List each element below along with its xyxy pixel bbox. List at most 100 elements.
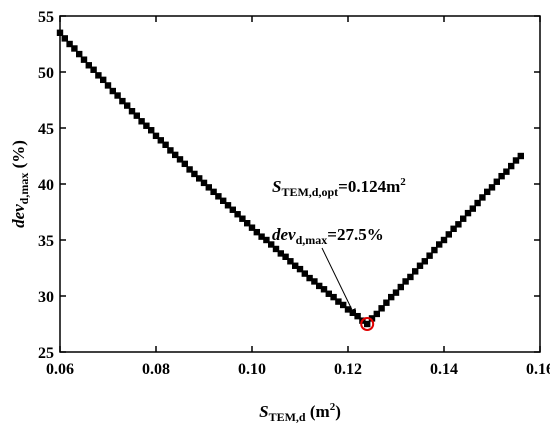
marker: [316, 282, 323, 290]
marker: [421, 258, 428, 265]
marker: [320, 286, 328, 293]
marker: [172, 151, 179, 159]
marker: [344, 306, 352, 313]
plot-frame: [59, 15, 541, 353]
marker: [493, 178, 500, 185]
annotation-arrow: [321, 247, 356, 317]
optimum-marker: [360, 317, 375, 331]
marker: [196, 175, 203, 182]
marker: [311, 278, 318, 285]
y-tick-label: 25: [38, 345, 54, 362]
marker: [301, 270, 308, 277]
marker: [210, 188, 217, 196]
marker: [282, 253, 289, 260]
marker: [440, 236, 448, 244]
marker: [512, 157, 520, 164]
marker: [138, 118, 145, 125]
marker: [133, 112, 140, 119]
marker: [383, 299, 390, 306]
marker: [253, 228, 260, 236]
marker: [272, 245, 280, 253]
marker: [503, 168, 510, 175]
marker: [186, 166, 193, 173]
marker: [80, 56, 88, 63]
marker: [426, 252, 433, 259]
marker: [152, 132, 160, 140]
marker: [61, 35, 68, 42]
marker: [464, 209, 472, 217]
marker: [268, 241, 275, 248]
x-tick-label: 0.16: [526, 361, 550, 378]
x-axis-label: STEM,d (m2): [259, 401, 341, 424]
marker: [455, 221, 462, 228]
marker: [431, 246, 438, 254]
marker: [378, 305, 385, 312]
marker: [200, 179, 208, 187]
marker: [224, 202, 232, 209]
marker: [292, 262, 299, 269]
marker: [517, 152, 524, 160]
annotation: STEM,d,opt=0.124m2: [272, 176, 406, 199]
marker: [484, 188, 491, 196]
marker: [412, 268, 419, 275]
marker: [229, 206, 236, 213]
marker: [215, 193, 222, 200]
y-tick-label: 30: [38, 289, 54, 306]
marker: [128, 108, 136, 115]
marker: [234, 211, 241, 218]
marker: [407, 273, 414, 281]
marker: [71, 45, 78, 52]
marker: [181, 160, 188, 168]
marker: [474, 199, 481, 207]
marker: [498, 172, 505, 180]
marker: [66, 40, 73, 48]
marker: [402, 278, 409, 285]
x-tick-label: 0.12: [334, 361, 362, 378]
y-tick-label: 55: [38, 9, 54, 26]
marker: [445, 231, 452, 238]
marker: [373, 310, 380, 318]
marker: [157, 137, 164, 144]
x-tick-label: 0.06: [46, 361, 74, 378]
marker: [330, 293, 337, 301]
y-tick-label: 40: [38, 177, 54, 194]
marker: [488, 184, 496, 191]
marker: [479, 194, 486, 201]
marker: [239, 215, 246, 222]
y-tick-label: 50: [38, 65, 54, 82]
marker: [335, 298, 342, 305]
marker: [119, 97, 126, 105]
x-tick-label: 0.14: [430, 361, 458, 378]
marker: [368, 315, 376, 322]
marker: [56, 29, 64, 36]
marker: [167, 147, 174, 154]
marker: [109, 87, 116, 95]
marker: [397, 283, 404, 291]
marker: [508, 162, 515, 170]
marker: [114, 92, 121, 99]
marker: [364, 320, 371, 328]
marker: [277, 250, 284, 257]
marker: [248, 224, 256, 231]
marker: [287, 258, 294, 265]
marker: [349, 309, 356, 316]
marker: [176, 156, 184, 163]
y-axis-label: devd,max (%): [9, 140, 31, 228]
x-tick-label: 0.10: [238, 361, 266, 378]
marker: [90, 66, 97, 73]
marker: [95, 72, 102, 79]
marker: [100, 76, 107, 84]
marker: [205, 184, 212, 191]
marker: [436, 241, 443, 248]
marker: [104, 82, 112, 89]
marker: [388, 293, 395, 301]
marker: [296, 265, 304, 273]
x-tick-label: 0.08: [142, 361, 170, 378]
y-tick-label: 45: [38, 121, 54, 138]
marker: [124, 102, 131, 109]
marker: [325, 290, 332, 297]
marker: [220, 197, 227, 204]
marker: [392, 289, 400, 296]
